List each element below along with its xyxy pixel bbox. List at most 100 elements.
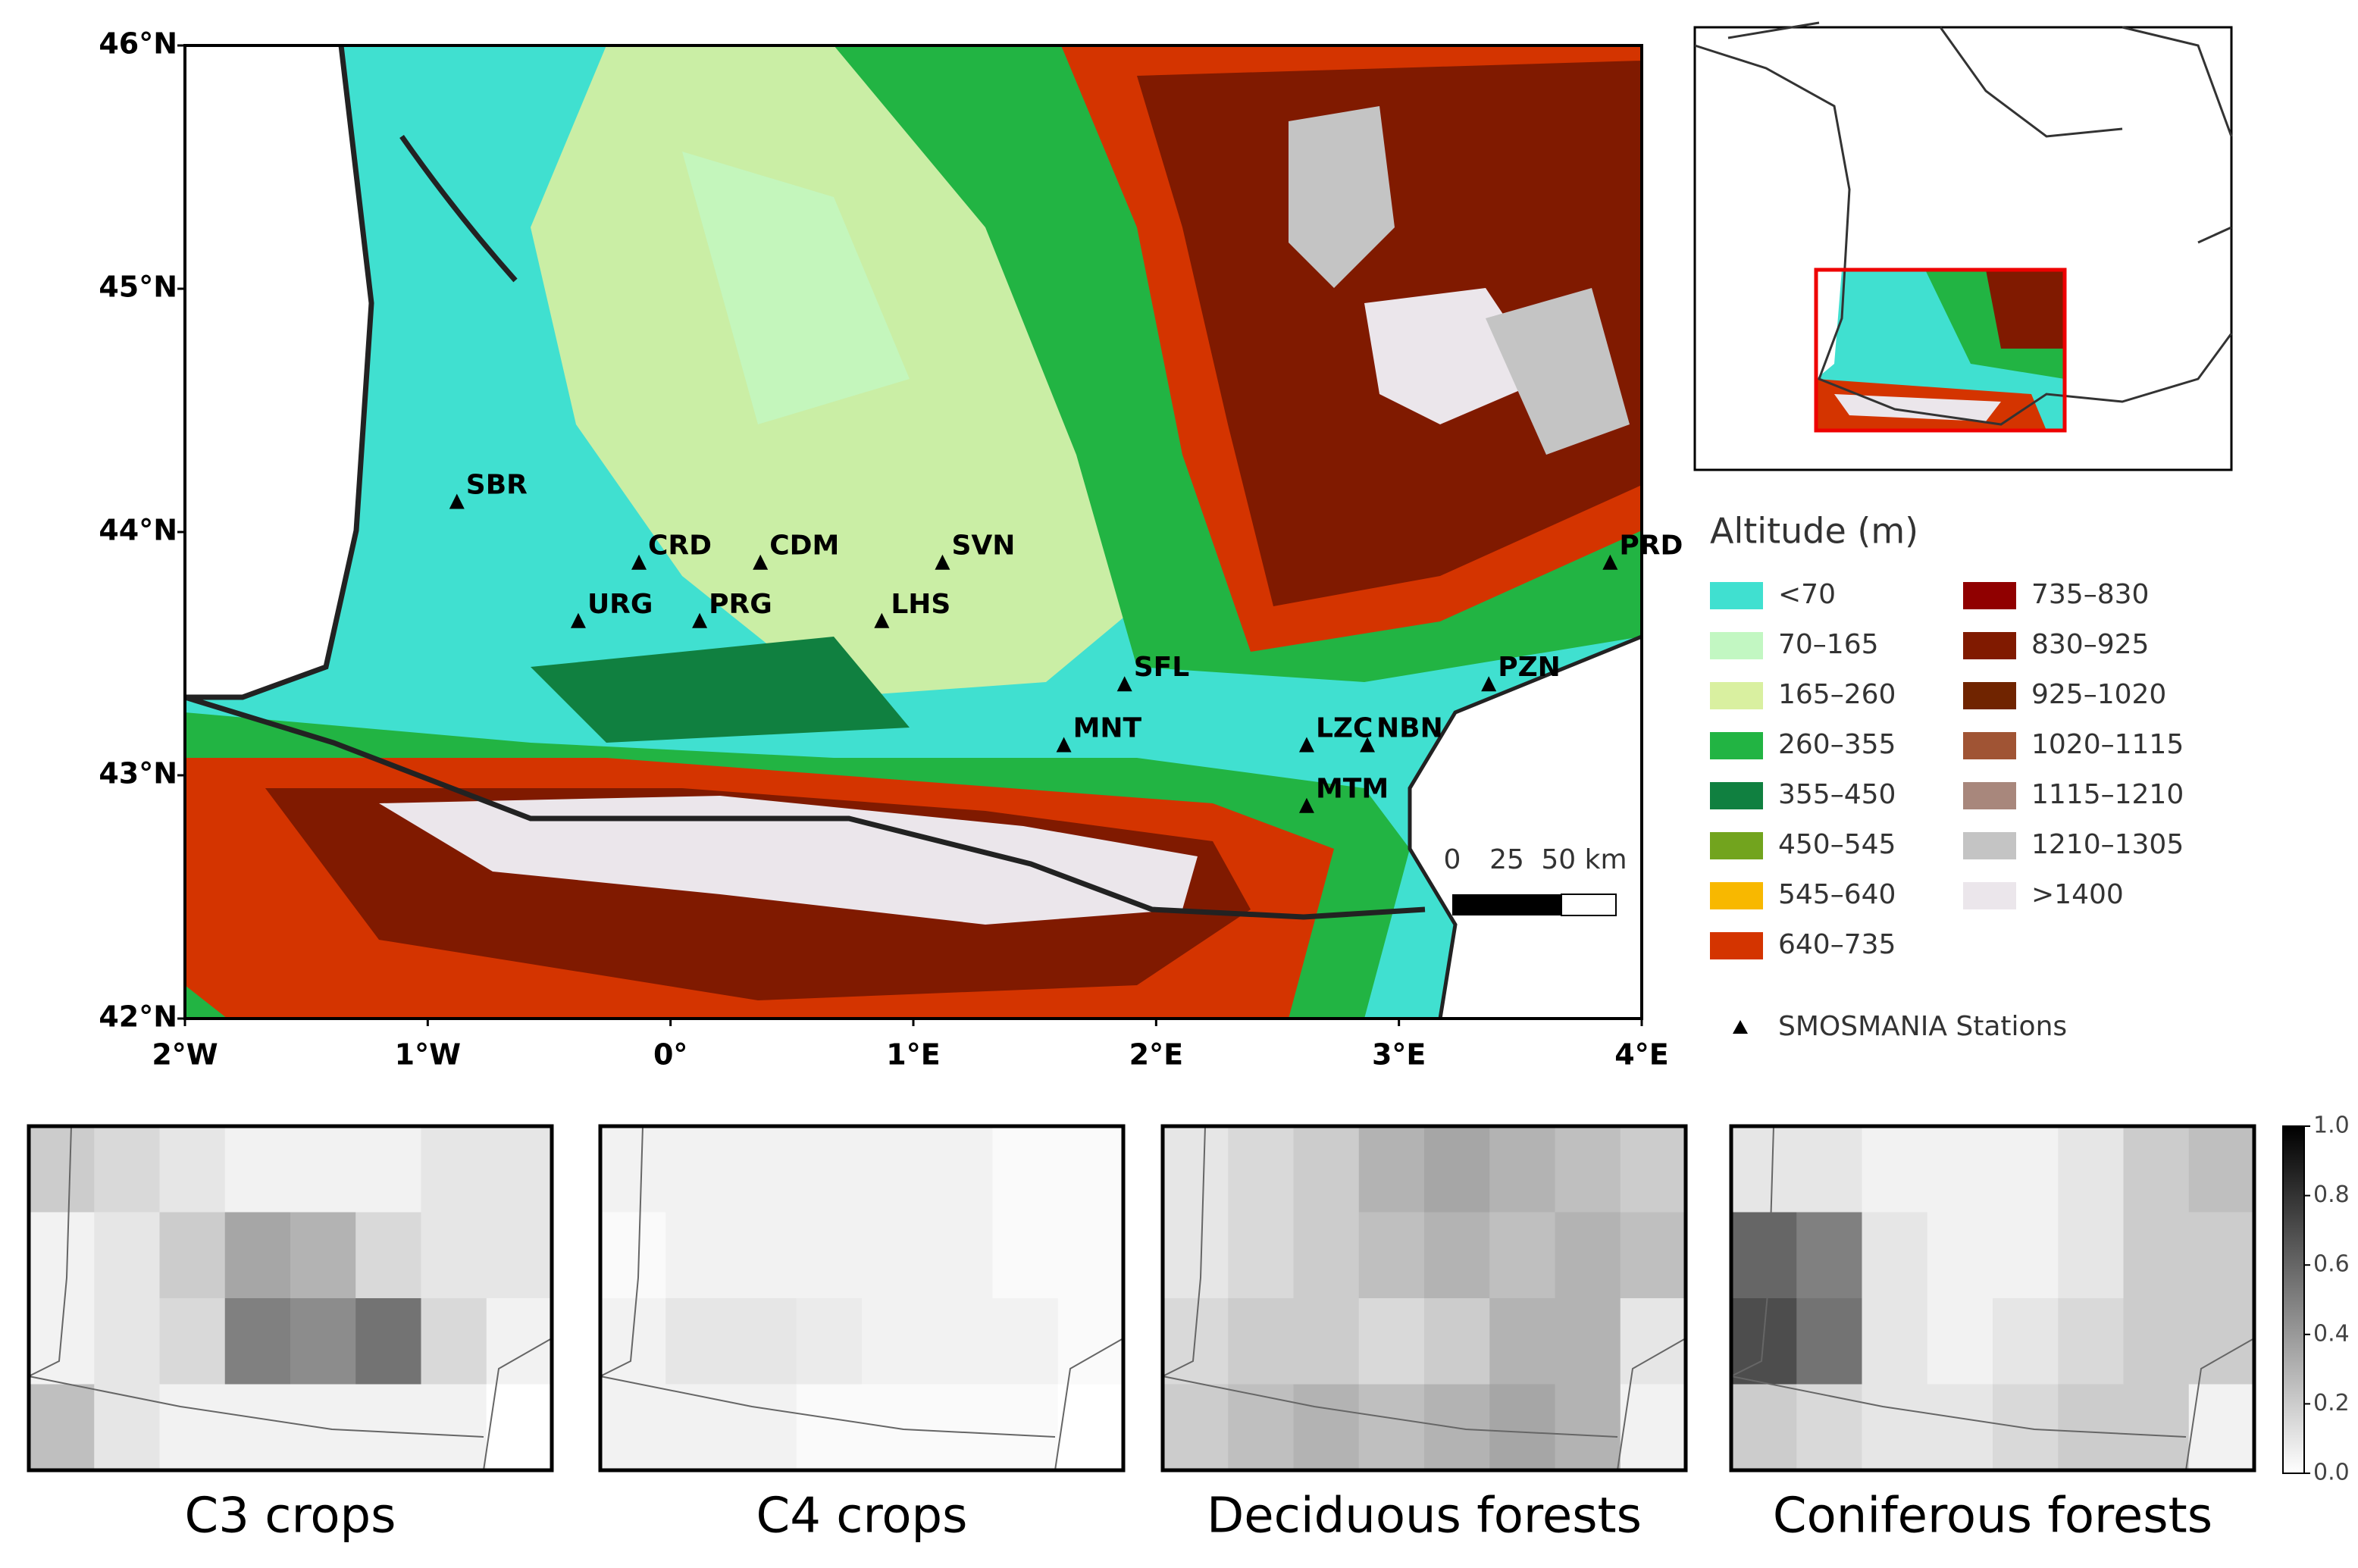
station [1360, 737, 1376, 753]
x-tick-label: 1°E [886, 1038, 940, 1072]
grid-cell [486, 1298, 553, 1385]
coastline [1162, 1125, 1686, 1471]
grid-cell [1927, 1212, 1993, 1299]
legend-label: 545–640 [1778, 879, 1896, 910]
grid-cell [1731, 1126, 1797, 1213]
legend-swatch [1710, 632, 1763, 659]
grid-cell [1862, 1126, 1928, 1213]
legend-label: 70–165 [1778, 629, 1879, 660]
grid-cell [290, 1212, 356, 1299]
grid-cell [224, 1126, 291, 1213]
station-label: PRG [709, 589, 772, 620]
grid-cell [1293, 1384, 1360, 1471]
y-tick-label: 45°N [99, 271, 177, 304]
stations-note: SMOSMANIA Stations [1778, 1011, 2067, 1042]
grid-cell [1228, 1298, 1294, 1385]
grid-cell [1293, 1126, 1360, 1213]
legend-swatch [1710, 832, 1763, 859]
grid-cell [600, 1212, 666, 1299]
grid-cell [1796, 1126, 1862, 1213]
legend-swatch [1710, 682, 1763, 709]
legend-label: 1210–1305 [2031, 829, 2184, 860]
station [753, 554, 769, 570]
grid-cell [1620, 1298, 1686, 1385]
grid-cell [94, 1298, 160, 1385]
grid-cell [1489, 1212, 1555, 1299]
grid-cell [600, 1384, 666, 1471]
panel-frame [1729, 1124, 2256, 1473]
grid-cell [486, 1212, 553, 1299]
legend-swatch [1963, 732, 2016, 759]
x-tick-label: 3°E [1372, 1038, 1426, 1072]
grid-cell [862, 1126, 928, 1213]
grid-cell [665, 1212, 731, 1299]
grid-cell [1424, 1212, 1490, 1299]
station-label: LHS [891, 589, 950, 620]
legend-swatch [1710, 732, 1763, 759]
grid-cell [1796, 1298, 1862, 1385]
grid-cell [1555, 1298, 1621, 1385]
stations: SBR CRD CDM SVN URG PRG LHS SFL MNT LZC NBN MTM PRD P… [449, 469, 1683, 813]
panel-title: Coniferous forests [1773, 1488, 2212, 1545]
legend-title: Altitude (m) [1710, 511, 1918, 552]
scale-label: 50 km [1541, 844, 1627, 875]
colorbar-label: 1.0 [2313, 1113, 2350, 1139]
grid-cell [665, 1126, 731, 1213]
legend-label: 165–260 [1778, 679, 1896, 710]
grid-cell [2058, 1126, 2124, 1213]
legend-swatch [1963, 582, 2016, 609]
colorbar: 0.0 0.2 0.4 0.6 0.8 1.0 [2282, 1113, 2350, 1486]
legend-label: >1400 [2031, 879, 2124, 910]
grid-cell [1993, 1126, 2059, 1213]
grid-cell [1993, 1212, 2059, 1299]
colorbar-label: 0.4 [2313, 1320, 2350, 1347]
colorbar-ramp [2282, 1125, 2305, 1474]
grid-cell [1163, 1384, 1229, 1471]
station [570, 612, 586, 628]
colorbar-label: 0.6 [2313, 1251, 2350, 1278]
colorbar-label: 0.2 [2313, 1390, 2350, 1416]
grid-cell [992, 1298, 1059, 1385]
grid-cell [421, 1126, 487, 1213]
y-tick-label: 43°N [99, 757, 177, 790]
grid-cell [1555, 1384, 1621, 1471]
x-tick-label: 4°E [1614, 1038, 1668, 1072]
legend-swatch [1963, 682, 2016, 709]
grid-cell [731, 1298, 797, 1385]
grid-cell [1927, 1126, 1993, 1213]
station [1056, 737, 1072, 753]
legend-label: 1115–1210 [2031, 779, 2184, 810]
x-tick-label: 2°W [152, 1038, 218, 1072]
grid-cell [1424, 1298, 1490, 1385]
grid-cell [1424, 1126, 1490, 1213]
grid-cell [2058, 1298, 2124, 1385]
grid-cell [486, 1126, 553, 1213]
grid-cell [1489, 1298, 1555, 1385]
station-symbol [1733, 1020, 1748, 1034]
grid-cell [796, 1384, 863, 1471]
grid-cell [862, 1212, 928, 1299]
grid-cell [1796, 1212, 1862, 1299]
station-label: PZN [1498, 652, 1561, 683]
grid-cell [224, 1384, 291, 1471]
coastline [600, 1125, 1124, 1471]
station-label: MNT [1073, 712, 1142, 743]
grid-cell [159, 1126, 226, 1213]
grid-cell [992, 1212, 1059, 1299]
grid-cell [1228, 1212, 1294, 1299]
grid-cell [159, 1298, 226, 1385]
grid-cell [2188, 1384, 2255, 1471]
grid-cell [1358, 1212, 1425, 1299]
grid-cell [290, 1126, 356, 1213]
legend-label: 830–925 [2031, 629, 2149, 660]
grid-cell [665, 1298, 731, 1385]
station [874, 612, 890, 628]
grid-cell [1057, 1384, 1124, 1471]
grid-cell [731, 1384, 797, 1471]
grid-cell [290, 1298, 356, 1385]
colorbar-label: 0.0 [2313, 1460, 2350, 1486]
grid-cell [1228, 1126, 1294, 1213]
grid-cell [94, 1126, 160, 1213]
station [1298, 797, 1314, 813]
